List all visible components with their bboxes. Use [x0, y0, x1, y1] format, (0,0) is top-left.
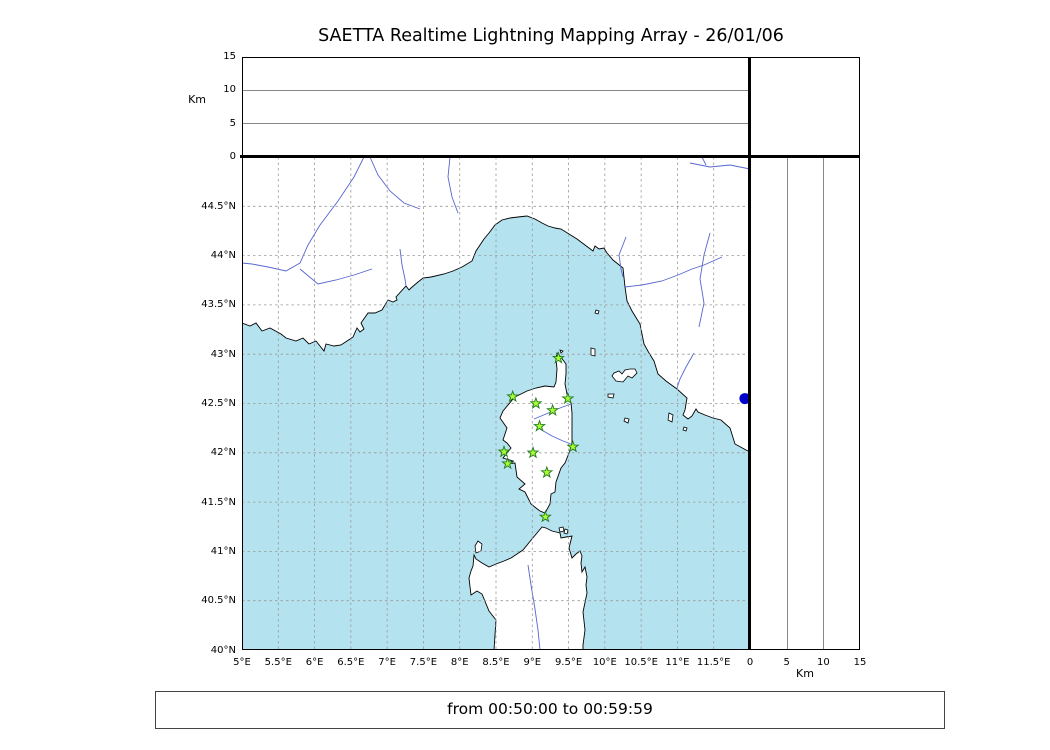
island-caprera	[563, 528, 569, 535]
station-marker	[529, 396, 543, 409]
tick-label: 10	[816, 657, 830, 668]
river	[539, 428, 572, 445]
river	[369, 157, 421, 210]
island-gorgona	[594, 309, 600, 315]
tick-label: 5	[229, 117, 236, 129]
tick-label: 9°E	[523, 657, 542, 668]
station-marker	[497, 444, 511, 458]
small-islands	[474, 309, 688, 554]
map-gridlines	[242, 157, 750, 650]
tick-label: 41°N	[210, 545, 236, 557]
footer-box: from 00:50:00 to 00:59:59	[155, 691, 945, 729]
divider-vertical	[748, 57, 751, 650]
tick-label: 41.5°N	[201, 496, 236, 508]
island-capraia	[590, 347, 596, 357]
tick-label: 8°E	[450, 657, 469, 668]
rivers	[242, 157, 750, 650]
tick-label: 43°N	[210, 348, 236, 360]
river	[299, 268, 373, 285]
tick-label: 44.5°N	[201, 200, 236, 212]
station-marker	[532, 419, 547, 432]
time-range: from 00:50:00 to 00:59:59	[447, 700, 653, 718]
tick-label: 44°N	[210, 250, 236, 262]
tick-label: 5	[783, 657, 790, 668]
tick-label: 10	[223, 84, 236, 96]
river	[689, 162, 750, 170]
island-maddalena	[558, 526, 565, 533]
tick-label: 15	[223, 51, 236, 62]
tick-label: 40°N	[210, 644, 236, 656]
tick-label: 42°N	[210, 447, 236, 459]
tick-label: 11°E	[665, 657, 690, 668]
river	[399, 248, 407, 287]
map-markers	[497, 351, 750, 523]
river	[618, 236, 627, 278]
tick-label: 5°E	[233, 657, 251, 668]
grid-line	[786, 158, 788, 649]
grid-line	[822, 158, 824, 649]
tick-label: 10.5°E	[624, 657, 658, 668]
tick-label: 9.5°E	[554, 657, 583, 668]
point-marker	[739, 393, 750, 405]
river	[624, 256, 723, 288]
island-elba	[611, 368, 638, 383]
station-marker	[566, 440, 580, 453]
tick-label: 43.5°N	[201, 299, 236, 311]
grid-line	[243, 122, 749, 124]
station-marker	[501, 456, 515, 470]
tick-label: 5.5°E	[264, 657, 292, 668]
tick-label: 0	[746, 657, 754, 668]
island-giannutri	[682, 426, 688, 432]
station-marker	[506, 389, 520, 403]
tick-label: 7°E	[378, 657, 396, 668]
island-montecristo	[623, 417, 630, 424]
tick-label: 10°E	[592, 657, 617, 668]
station-marker	[540, 465, 554, 479]
tick-label: 7.5°E	[409, 657, 438, 668]
altitude-lat-panel	[750, 157, 860, 650]
island-pianosa	[607, 393, 615, 399]
coastline-mainland	[242, 157, 750, 453]
tick-label: 0	[229, 151, 236, 162]
river	[242, 157, 365, 272]
histogram-panel	[750, 57, 860, 157]
grid-line	[243, 90, 749, 92]
station-marker	[551, 351, 565, 364]
river	[698, 232, 711, 328]
tick-label: 6°E	[305, 657, 324, 668]
island-giraglia	[559, 349, 564, 354]
tick-label: 15	[853, 657, 867, 668]
station-marker	[526, 445, 540, 459]
island-corsica	[499, 352, 573, 514]
map-panel	[242, 157, 750, 650]
tick-label: 40.5°N	[201, 595, 236, 607]
station-marker	[538, 509, 552, 523]
tick-label: 8.5°E	[482, 657, 510, 668]
altitude-time-panel	[242, 57, 750, 157]
tick-label: 42.5°N	[201, 398, 236, 409]
tick-label: 6.5°E	[337, 657, 365, 668]
river	[701, 157, 707, 166]
divider-horizontal	[240, 155, 860, 158]
tick-label: 11.5°E	[696, 657, 731, 668]
altitude-axis-label-top: Km	[188, 93, 206, 106]
river	[447, 157, 459, 214]
chart-title: SAETTA Realtime Lightning Mapping Array …	[318, 26, 784, 46]
island-giglio	[667, 412, 674, 423]
station-marker	[561, 391, 575, 405]
river	[527, 564, 541, 650]
station-marker	[546, 403, 560, 417]
altitude-axis-label-right: Km	[796, 667, 814, 680]
river	[676, 352, 695, 389]
